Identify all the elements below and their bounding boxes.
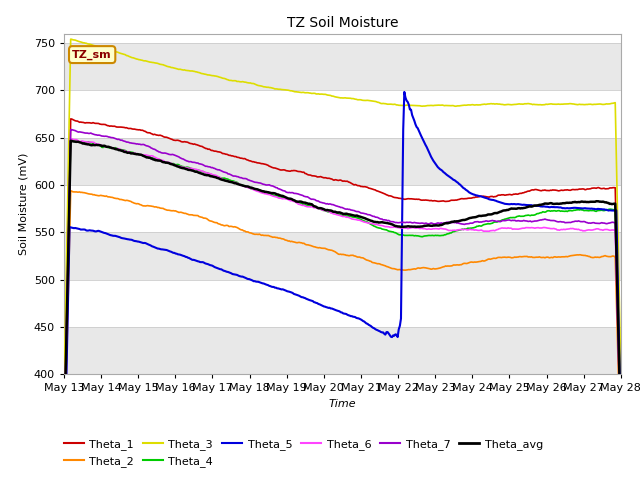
Bar xyxy=(64,280,621,327)
Bar xyxy=(64,138,621,185)
Title: TZ Soil Moisture: TZ Soil Moisture xyxy=(287,16,398,30)
Bar xyxy=(64,90,621,138)
Text: TZ_sm: TZ_sm xyxy=(72,49,112,60)
Bar xyxy=(64,185,621,232)
Bar xyxy=(64,327,621,374)
Legend: Theta_1, Theta_2, Theta_3, Theta_4, Theta_5, Theta_6, Theta_7, Theta_avg: Theta_1, Theta_2, Theta_3, Theta_4, Thet… xyxy=(60,435,548,471)
Bar xyxy=(64,232,621,280)
Y-axis label: Soil Moisture (mV): Soil Moisture (mV) xyxy=(19,153,28,255)
Bar xyxy=(64,43,621,90)
X-axis label: Time: Time xyxy=(328,399,356,409)
